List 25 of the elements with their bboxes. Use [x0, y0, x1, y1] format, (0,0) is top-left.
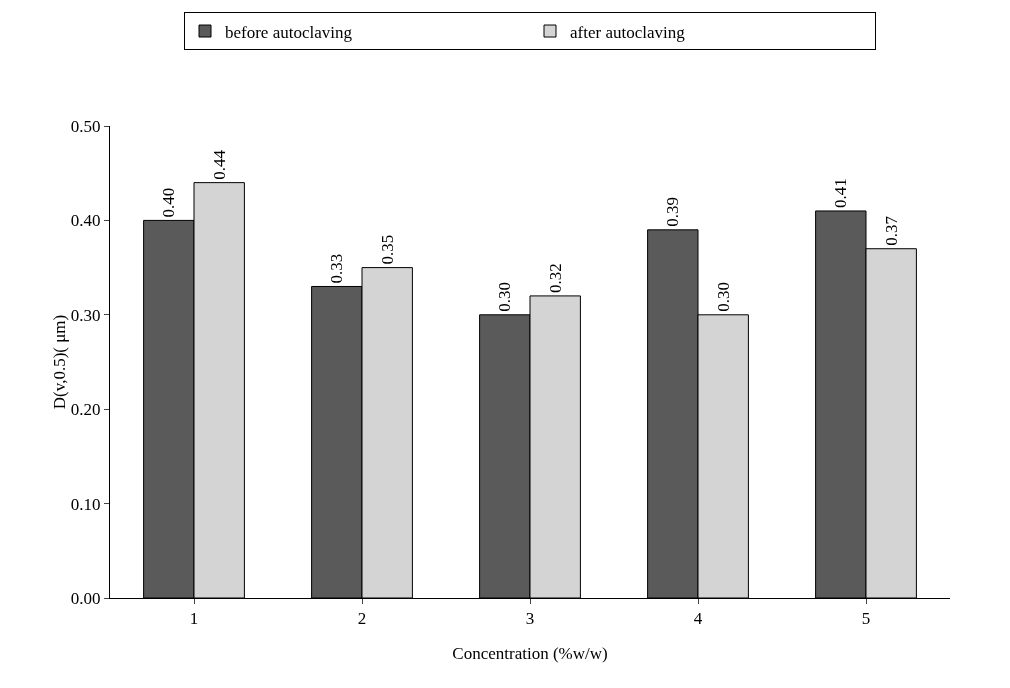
- y-tick-label: 0.50: [70, 116, 101, 136]
- x-tick-label: 4: [693, 609, 703, 629]
- data-label: 0.39: [663, 197, 683, 227]
- x-tick-label: 5: [861, 609, 871, 629]
- data-label: 0.35: [377, 234, 397, 265]
- data-label: 0.40: [159, 187, 179, 218]
- data-label: 0.41: [831, 178, 851, 208]
- data-label: 0.37: [881, 215, 901, 246]
- data-label: 0.30: [713, 282, 733, 312]
- data-label: 0.33: [327, 253, 347, 284]
- x-tick-label: 2: [357, 609, 367, 629]
- x-tick-label: 1: [189, 609, 199, 629]
- y-axis-title: D(v,0.5)( μm): [49, 314, 69, 410]
- y-tick-label: 0.10: [70, 494, 101, 514]
- legend-label: before autoclaving: [225, 22, 353, 42]
- y-tick-label: 0.20: [70, 400, 101, 420]
- y-tick-label: 0.40: [70, 211, 101, 231]
- data-label: 0.30: [495, 282, 515, 312]
- data-label: 0.44: [209, 149, 229, 180]
- x-tick-label: 3: [525, 609, 535, 629]
- data-label: 0.32: [545, 263, 565, 293]
- legend-label: after autoclaving: [570, 22, 686, 42]
- x-axis-title: Concentration (%w/w): [452, 644, 608, 663]
- y-tick-label: 0.00: [70, 588, 101, 608]
- y-tick-label: 0.30: [70, 305, 101, 325]
